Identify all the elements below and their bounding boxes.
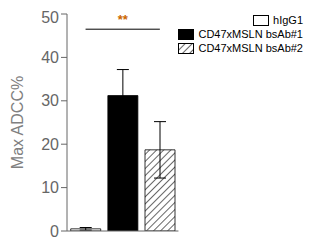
html-text:CD47xMSLN bsAb#1: CD47xMSLN bsAb#1	[198, 28, 303, 40]
svg-text:Max ADCC%: Max ADCC%	[9, 76, 26, 169]
svg-text:10: 10	[41, 179, 59, 196]
svg-text:30: 30	[41, 92, 59, 109]
svg-text:0: 0	[50, 223, 59, 240]
svg-text:40: 40	[41, 49, 59, 66]
svg-text:50: 50	[41, 9, 59, 26]
html-text:CD47xMSLN bsAb#2: CD47xMSLN bsAb#2	[198, 42, 303, 54]
html-text:hIgG1: hIgG1	[273, 14, 303, 26]
svg-text:**: **	[118, 12, 129, 27]
svg-text:20: 20	[41, 136, 59, 153]
